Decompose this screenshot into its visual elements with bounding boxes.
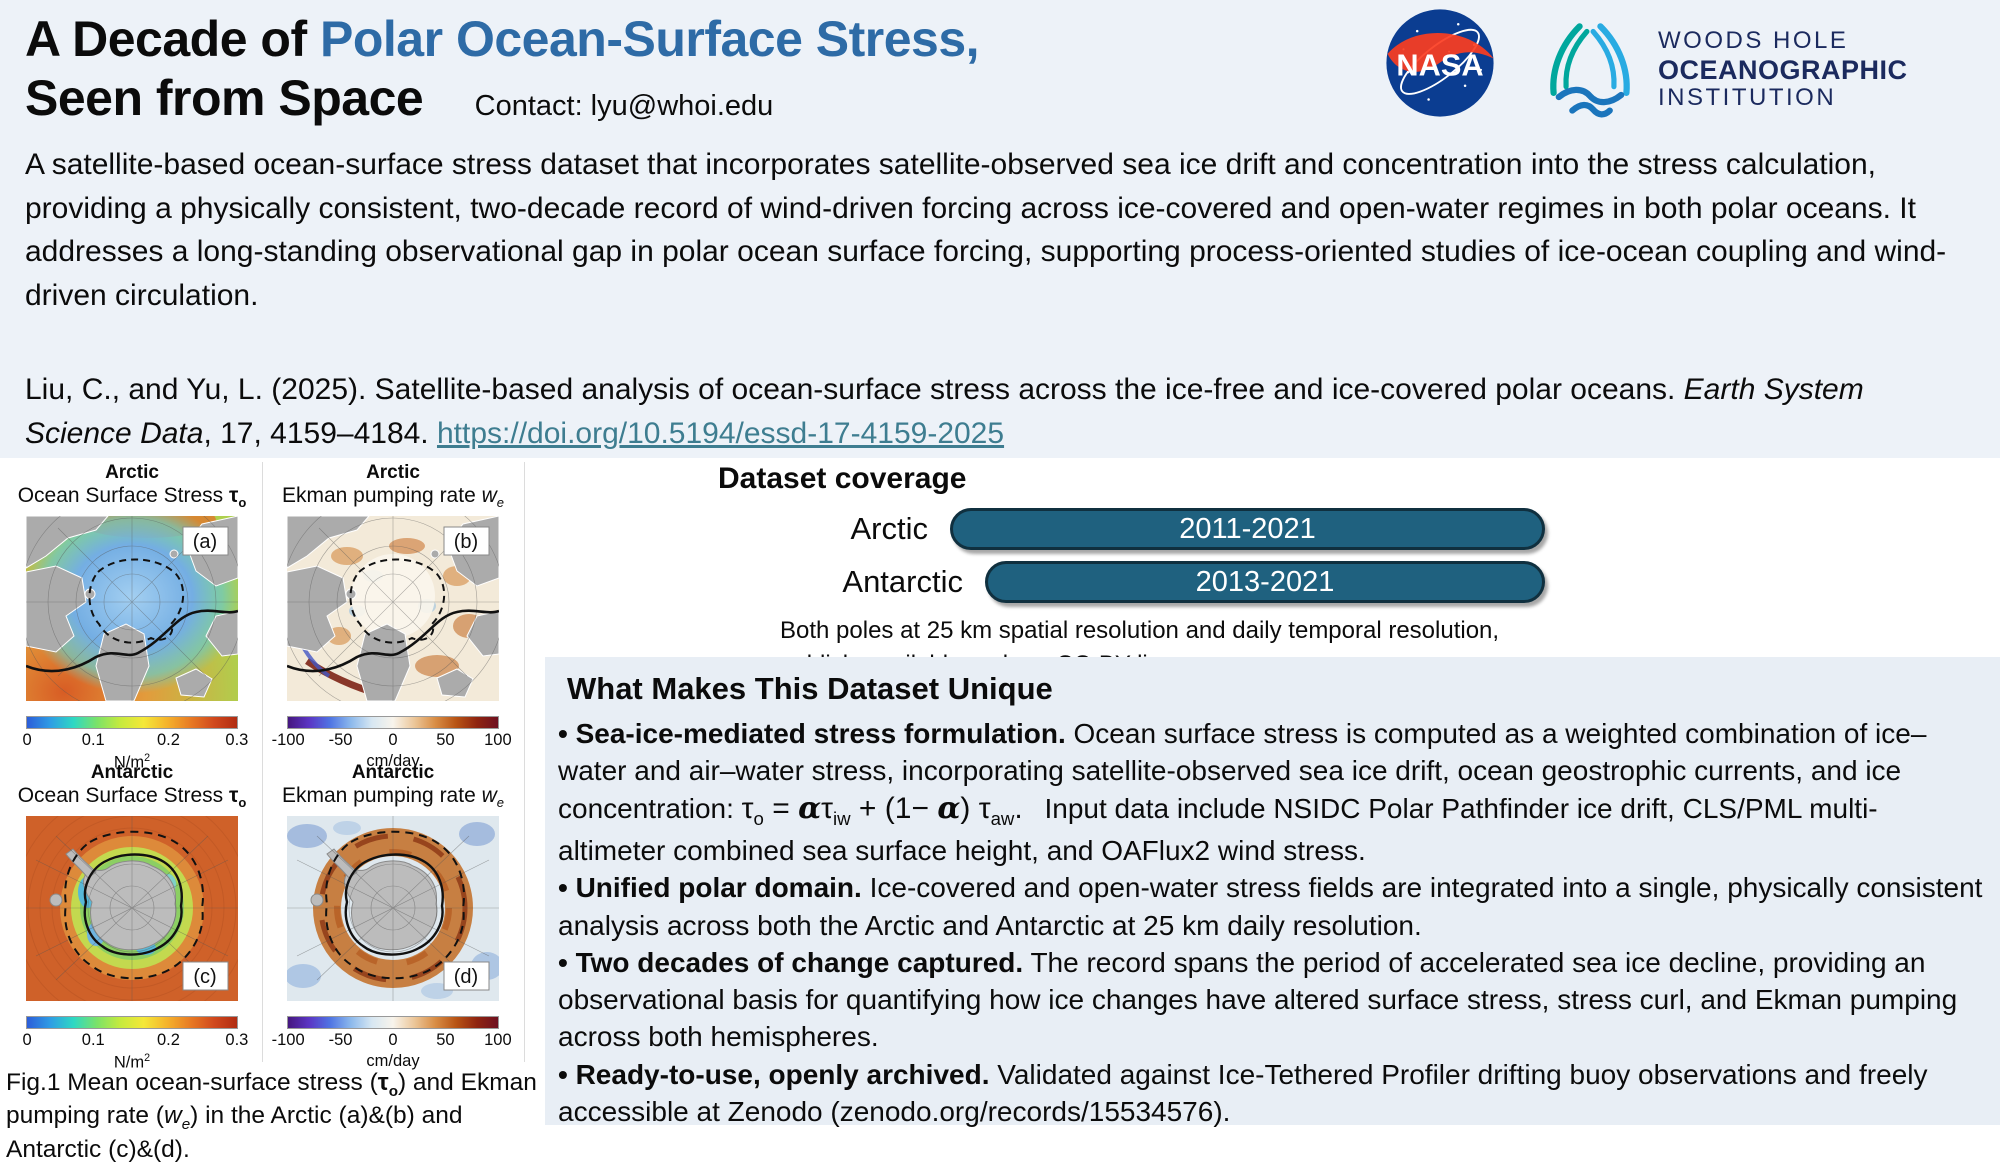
figure-panel-c: Antarctic Ocean Surface Stress τo [3,762,261,1073]
abstract-text: A satellite-based ocean-surface stress d… [25,148,1947,312]
nasa-logo-icon: NASA [1386,9,1494,117]
unique-bullets: • Sea-ice-mediated stress formulation. O… [558,715,1984,1130]
whoi-line2: OCEANOGRAPHIC [1658,54,1908,85]
unique-panel: What Makes This Dataset Unique • Sea-ice… [545,657,2000,1127]
citation-pages: , 17, 4159–4184. [203,416,437,450]
coverage-row-arctic: Arctic 2011-2021 [700,508,1560,550]
fig-d-variable: Ekman pumping rate we [281,784,505,811]
stress-colorbar [26,1016,238,1030]
ekman-colorbar-ticks: -100 -50 0 50 100 [271,731,512,750]
ekman-colorbar-ticks: -100 -50 0 50 100 [271,1031,512,1050]
citation-authors: Liu, C., and Yu, L. (2025). Satellite-ba… [25,373,1684,406]
stress-colorbar-ticks: 0 0.1 0.2 0.3 [22,731,249,750]
bullet-unified-domain: • Unified polar domain. Ice-covered and … [558,872,1983,941]
contact-email: Contact: lyu@whoi.edu [474,90,774,122]
fig-b-tag: (b) [443,526,490,556]
stress-colorbar-unit: N/m2 [113,752,151,772]
citation-journal: Earth System Science Data [25,373,1864,450]
nasa-logo-text: NASA [1396,48,1483,83]
whoi-logo-text: WOODS HOLE OCEANOGRAPHIC INSTITUTION [1658,27,1908,112]
column-divider [262,462,263,1062]
title-line2: Seen from Space [25,70,424,126]
svg-text:(c): (c) [193,966,216,988]
figure-caption: Fig.1 Mean ocean-surface stress (τo) and… [6,1069,537,1163]
stress-formula: τo = ατiw + (1− α) τaw. [741,791,1023,830]
antarctic-ekman-map: (d) [287,816,499,1002]
citation: Liu, C., and Yu, L. (2025). Satellite-ba… [25,368,1970,455]
fig-a-tag: (a) [182,526,229,556]
ekman-colorbar [287,1016,499,1030]
figure-panel-b: Arctic Ekman pumping rate we [264,462,522,771]
figure-panel-a: Arctic Ocean Surface Stress τo [3,462,261,773]
svg-text:(a): (a) [193,531,217,553]
title-prefix: A Decade of [25,11,321,67]
fig-d-tag: (d) [443,961,490,991]
antarctic-stress-map: (c) [26,816,238,1002]
arctic-stress-map: (a) [26,516,238,702]
fig-b-region: Arctic [366,462,420,483]
arctic-ekman-map: (b) [287,516,499,702]
stress-colorbar-ticks: 0 0.1 0.2 0.3 [22,1031,249,1050]
ekman-colorbar-unit: cm/day [366,752,420,771]
svg-text:(b): (b) [454,531,478,553]
whoi-logo: WOODS HOLE OCEANOGRAPHIC INSTITUTION [1536,18,1908,122]
ekman-colorbar [287,716,499,730]
doi-link[interactable]: https://doi.org/10.5194/essd-17-4159-202… [436,416,1005,450]
bullet-ready-to-use: • Ready-to-use, openly archived. Validat… [558,1058,1928,1127]
stress-colorbar [26,716,238,730]
dataset-coverage: Dataset coverage Arctic 2011-2021 Antarc… [700,462,1560,681]
coverage-label-antarctic: Antarctic [842,564,963,599]
coverage-label-arctic: Arctic [850,511,929,546]
header-banner: A Decade of Polar Ocean-Surface Stress, … [0,0,2000,458]
coverage-heading: Dataset coverage [718,462,967,495]
column-divider [524,462,525,1062]
whoi-line3: INSTITUTION [1658,84,1837,112]
bullet-two-decades: • Two decades of change captured. The re… [558,946,1958,1053]
bullet-stress-formulation: • Sea-ice-mediated stress formulation. O… [558,718,1927,867]
fig-c-region: Antarctic [90,762,174,783]
svg-text:(d): (d) [454,966,478,988]
whoi-logo-icon [1550,23,1630,118]
fig-c-variable: Ocean Surface Stress τo [17,784,247,811]
coverage-bar-arctic: 2011-2021 [950,508,1545,550]
page-title: A Decade of Polar Ocean-Surface Stress, … [25,10,980,128]
coverage-bar-antarctic: 2013-2021 [985,561,1545,603]
fig-a-variable: Ocean Surface Stress τo [17,484,247,511]
fig-d-region: Antarctic [351,762,435,783]
coverage-row-antarctic: Antarctic 2013-2021 [700,561,1560,603]
fig-c-tag: (c) [182,961,229,991]
stress-colorbar-unit: N/m2 [113,1052,151,1072]
fig-b-variable: Ekman pumping rate we [281,484,505,511]
unique-heading: What Makes This Dataset Unique [567,671,1053,706]
title-highlight: Polar Ocean-Surface Stress, [320,11,980,67]
whoi-line1: WOODS HOLE [1658,27,1849,54]
ekman-colorbar-unit: cm/day [366,1052,420,1071]
figure-panel-d: Antarctic Ekman pumping rate we (d) [264,762,522,1071]
fig-a-region: Arctic [105,462,159,483]
